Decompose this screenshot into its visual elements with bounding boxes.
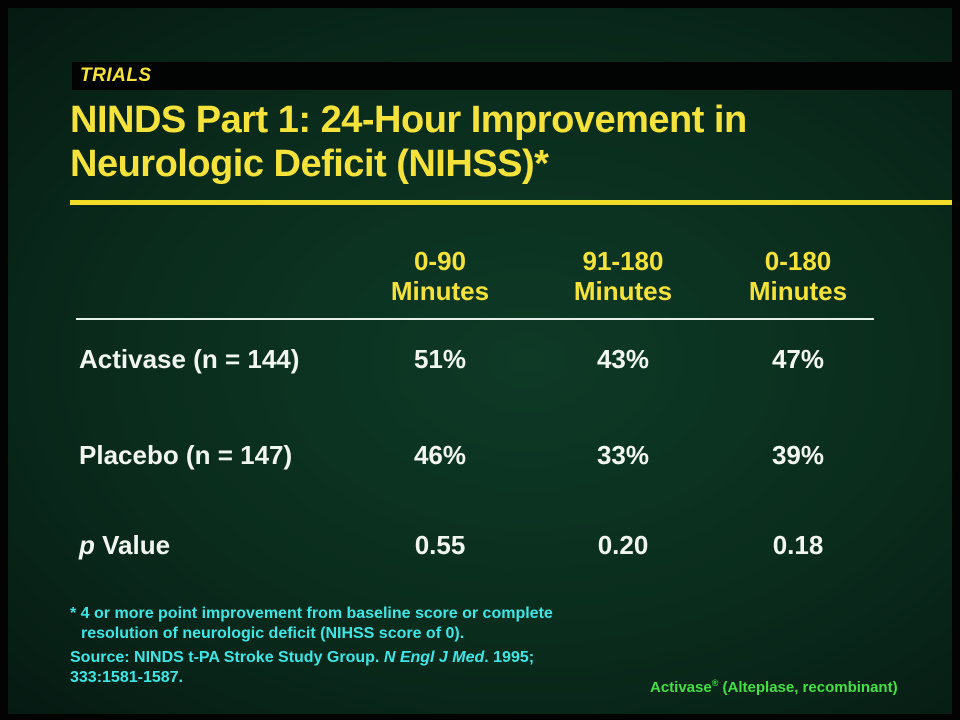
footnote-line2: resolution of neurologic deficit (NIHSS … <box>81 625 465 642</box>
table-cell: 43% <box>596 344 650 374</box>
source-journal: N Engl J Med <box>383 649 485 666</box>
column-header-line1: 0-90 <box>413 246 467 276</box>
section-bar: TRIALS <box>72 62 952 90</box>
row-label-p-value: p Value <box>79 530 379 561</box>
column-header-line1: 91-180 <box>582 246 664 276</box>
column-header-91-180: 91-180 Minutes <box>543 246 703 306</box>
source-line2: 333:1581-1587. <box>70 669 183 686</box>
table-cell: 0.55 <box>414 530 466 560</box>
source-suffix: . 1995; <box>484 649 535 666</box>
source-prefix: Source: NINDS t-PA Stroke Study Group. <box>70 649 384 666</box>
slide-title: NINDS Part 1: 24-Hour Improvement in Neu… <box>70 98 930 186</box>
column-header-0-90: 0-90 Minutes <box>360 246 520 306</box>
column-header-0-180: 0-180 Minutes <box>718 246 878 306</box>
p-symbol: p <box>79 530 95 560</box>
brand-line: Activase® (Alteplase, recombinant) <box>650 678 950 696</box>
slide: TRIALS NINDS Part 1: 24-Hour Improvement… <box>8 8 952 714</box>
p-value-label: Value <box>94 530 171 560</box>
section-label: TRIALS <box>80 65 152 86</box>
table-cell: 33% <box>596 440 650 470</box>
title-divider <box>70 200 952 205</box>
registered-mark: ® <box>711 678 719 688</box>
header-divider <box>76 318 874 320</box>
column-header-line2: Minutes <box>748 276 848 306</box>
table-cell: 47% <box>771 344 825 374</box>
footnote: * 4 or more point improvement from basel… <box>70 604 690 644</box>
row-label-placebo: Placebo (n = 147) <box>79 440 293 470</box>
brand-description: (Alteplase, recombinant) <box>718 679 898 696</box>
column-header-line2: Minutes <box>573 276 673 306</box>
table-cell: 51% <box>413 344 467 374</box>
table-cell: 0.20 <box>597 530 649 560</box>
column-header-line1: 0-180 <box>764 246 832 276</box>
table-cell: 39% <box>771 440 825 470</box>
column-header-line2: Minutes <box>390 276 490 306</box>
row-label-activase: Activase (n = 144) <box>79 344 300 374</box>
table-cell: 0.18 <box>772 530 824 560</box>
slide-title-line2: Neurologic Deficit (NIHSS)* <box>70 143 549 185</box>
slide-title-line1: NINDS Part 1: 24-Hour Improvement in <box>70 99 747 141</box>
footnote-line1: * 4 or more point improvement from basel… <box>70 605 553 622</box>
source-citation: Source: NINDS t-PA Stroke Study Group. N… <box>70 648 670 688</box>
brand-name: Activase <box>650 679 712 696</box>
table-cell: 46% <box>413 440 467 470</box>
